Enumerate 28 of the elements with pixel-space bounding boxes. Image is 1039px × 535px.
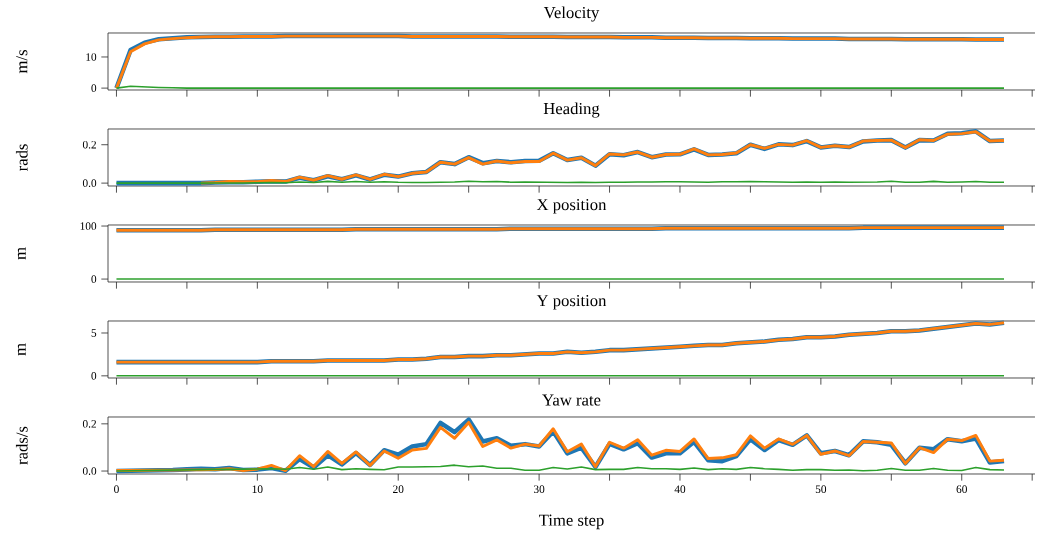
y-axis-title: rads [15, 144, 28, 172]
y-axis-title: m [17, 343, 26, 356]
x-tick-label: 60 [956, 485, 967, 493]
y-tick-label: 0.0 [82, 467, 97, 475]
chart-title: Heading [543, 102, 600, 118]
x-axis-title: Time step [539, 514, 604, 530]
chart-title: Yaw rate [542, 394, 601, 406]
chart-title: X position [536, 199, 607, 214]
x-tick-label: 50 [815, 485, 827, 493]
chart-title: Y position [536, 295, 607, 310]
y-tick-label: 0 [91, 372, 97, 380]
x-tick-label: 30 [533, 485, 545, 493]
y-axis-title: m/s [16, 50, 28, 74]
y-tick-label: 0.2 [82, 140, 96, 149]
y-tick-label: 10 [86, 53, 97, 61]
y-tick-label: 0 [91, 275, 97, 283]
y-axis-title: rads/s [15, 426, 28, 465]
y-tick-label: 5 [91, 329, 97, 337]
y-tick-label: 0.2 [82, 419, 96, 428]
x-tick-label: 0 [114, 485, 119, 493]
x-tick-label: 10 [252, 485, 263, 493]
y-axis-title: m [17, 247, 26, 260]
x-tick-label: 20 [393, 485, 404, 493]
chart-title: Velocity [543, 6, 600, 22]
y-tick-label: 0 [91, 84, 97, 92]
y-tick-label: 0.0 [82, 179, 97, 187]
y-tick-label: 100 [80, 222, 97, 230]
x-tick-label: 40 [674, 485, 686, 493]
